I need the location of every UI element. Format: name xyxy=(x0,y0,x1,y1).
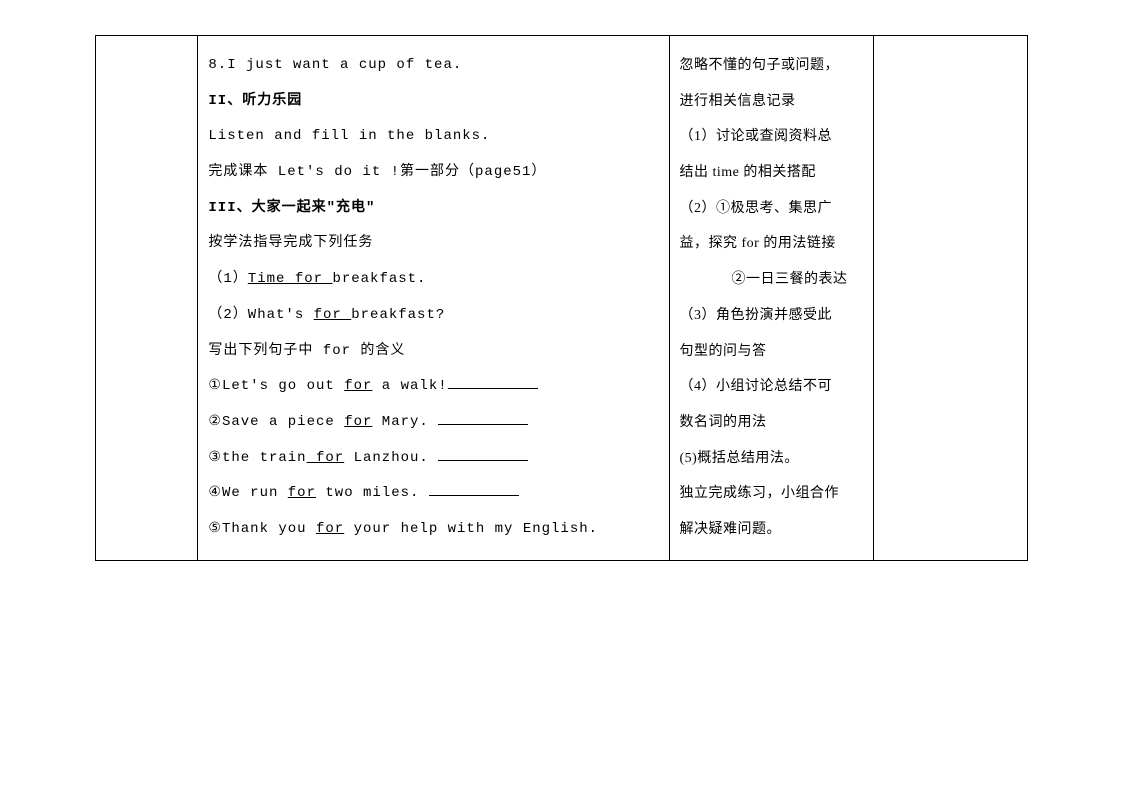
underlined-text: for xyxy=(288,485,316,501)
text-line: 数名词的用法 xyxy=(680,405,864,441)
text-line: ③the train for Lanzhou. xyxy=(208,441,658,477)
text: Lanzhou. xyxy=(344,450,438,466)
text: breakfast? xyxy=(351,307,445,323)
blank-line xyxy=(438,447,528,461)
blank-line xyxy=(438,411,528,425)
document-table: 8.I just want a cup of tea. II、听力乐园 List… xyxy=(95,35,1028,561)
text-line: 解决疑难问题。 xyxy=(680,512,864,548)
text-line: （2）What's for breakfast? xyxy=(208,298,658,334)
text: breakfast. xyxy=(332,271,426,287)
blank-line xyxy=(429,482,519,496)
underlined-text: for xyxy=(344,414,372,430)
text: ③the train xyxy=(208,450,306,466)
text: your help with my English. xyxy=(344,521,598,537)
text: two miles. xyxy=(316,485,429,501)
text-line: Listen and fill in the blanks. xyxy=(208,119,658,155)
text-line: ②Save a piece for Mary. xyxy=(208,405,658,441)
text: （2）What's xyxy=(208,307,313,323)
cell-2: 8.I just want a cup of tea. II、听力乐园 List… xyxy=(198,36,669,561)
underlined-text: Time for xyxy=(248,271,333,287)
text: （1） xyxy=(208,271,247,287)
text-line: （3）角色扮演并感受此 xyxy=(680,298,864,334)
text-line: （2）①极思考、集思广 xyxy=(680,191,864,227)
cell-3: 忽略不懂的句子或问题， 进行相关信息记录 （1）讨论或查阅资料总 结出 time… xyxy=(669,36,874,561)
text: Mary. xyxy=(372,414,438,430)
underlined-text: for xyxy=(316,521,344,537)
text-line: （1）讨论或查阅资料总 xyxy=(680,119,864,155)
underlined-text: for xyxy=(314,307,352,323)
blank-line xyxy=(448,375,538,389)
underlined-text: for xyxy=(344,378,372,394)
text-line: 益，探究 for 的用法链接 xyxy=(680,226,864,262)
text-line: 按学法指导完成下列任务 xyxy=(208,226,658,262)
text-line: ⑤Thank you for your help with my English… xyxy=(208,512,658,548)
text: ②Save a piece xyxy=(208,414,344,430)
text-line: ②一日三餐的表达 xyxy=(680,262,864,298)
cell-1 xyxy=(96,36,198,561)
text-line: 独立完成练习，小组合作 xyxy=(680,476,864,512)
text: ①Let's go out xyxy=(208,378,344,394)
text-line: 写出下列句子中 for 的含义 xyxy=(208,334,658,370)
heading: II、听力乐园 xyxy=(208,84,658,120)
text-line: 结出 time 的相关搭配 xyxy=(680,155,864,191)
text-line: 完成课本 Let's do it !第一部分（page51） xyxy=(208,155,658,191)
text-line: 进行相关信息记录 xyxy=(680,84,864,120)
text-line: ④We run for two miles. xyxy=(208,476,658,512)
text-line: （1）Time for breakfast. xyxy=(208,262,658,298)
text-line: 8.I just want a cup of tea. xyxy=(208,48,658,84)
underlined-text: for xyxy=(307,450,345,466)
text-line: 句型的问与答 xyxy=(680,334,864,370)
text-line: 忽略不懂的句子或问题， xyxy=(680,48,864,84)
text: a walk! xyxy=(372,378,447,394)
text-line: （4）小组讨论总结不可 xyxy=(680,369,864,405)
table-row: 8.I just want a cup of tea. II、听力乐园 List… xyxy=(96,36,1028,561)
text: ④We run xyxy=(208,485,287,501)
text: ⑤Thank you xyxy=(208,521,316,537)
text-line: (5)概括总结用法。 xyxy=(680,441,864,477)
cell-4 xyxy=(874,36,1028,561)
text-line: ①Let's go out for a walk! xyxy=(208,369,658,405)
heading: III、大家一起来"充电" xyxy=(208,191,658,227)
